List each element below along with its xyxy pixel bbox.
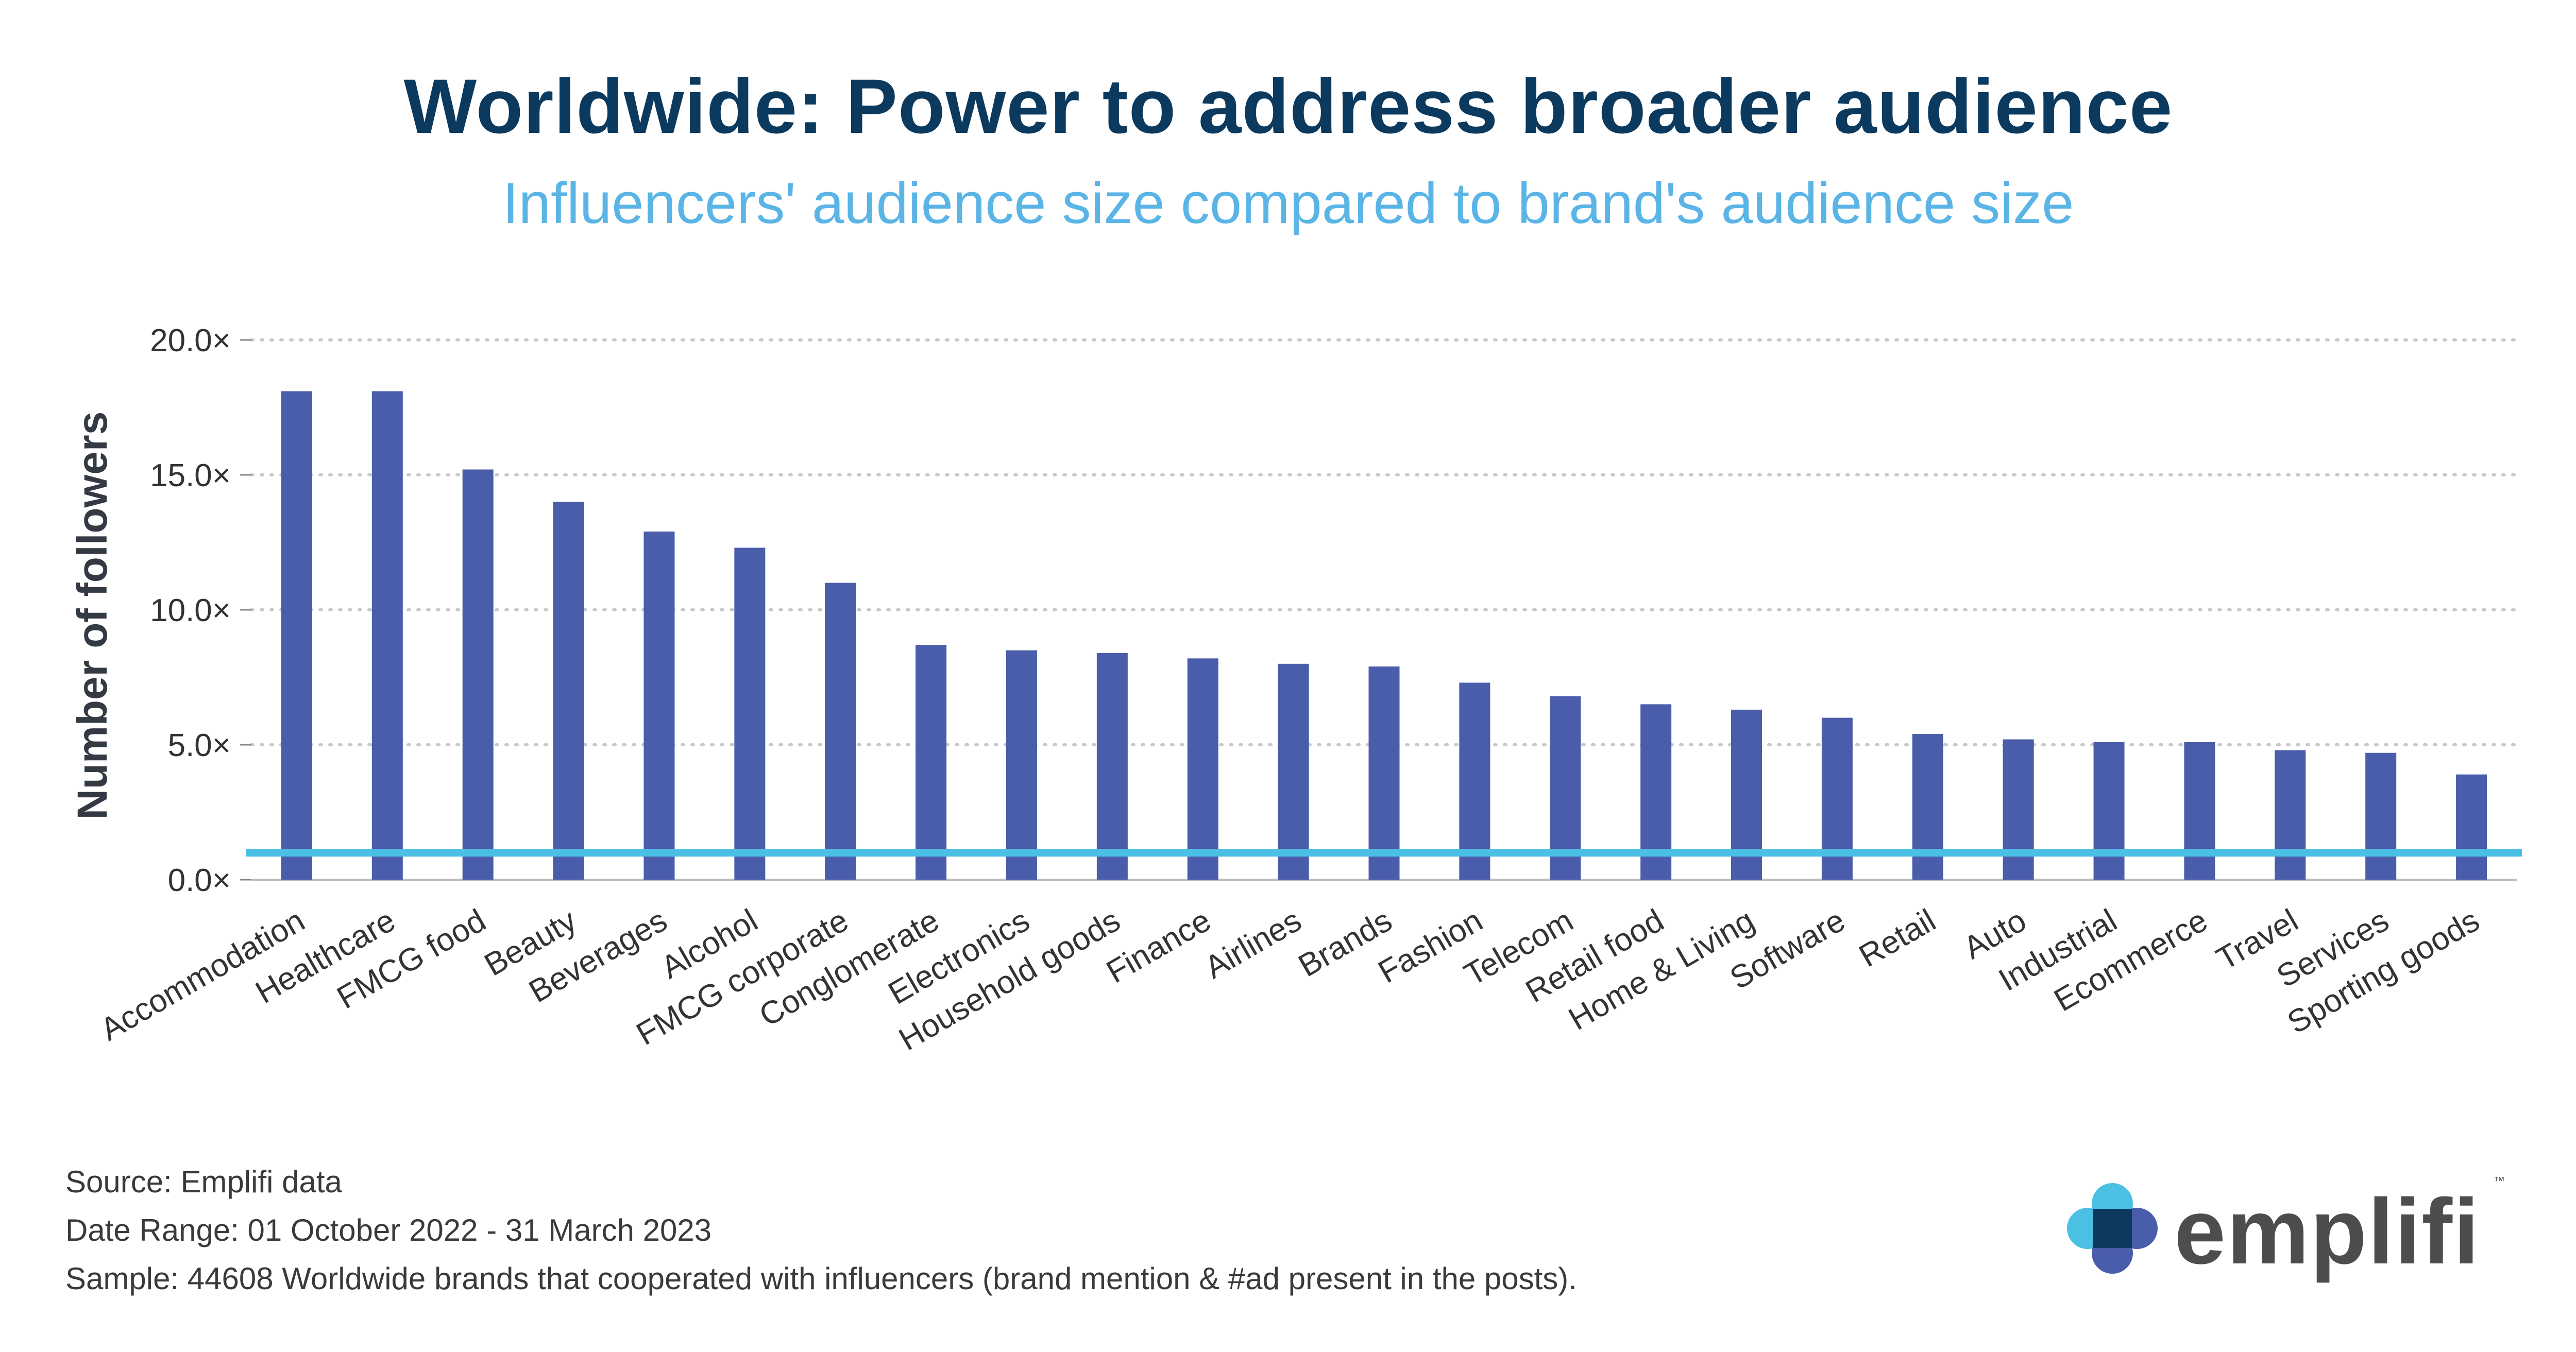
x-tick-label: Finance: [1100, 902, 1217, 990]
y-tick-label: 0.0×: [168, 863, 231, 898]
logo-wordmark: emplifi: [2174, 1180, 2481, 1283]
bar-retail: [1912, 734, 1943, 880]
bar-accommodation: [281, 391, 312, 880]
bar-sporting-goods: [2456, 774, 2487, 880]
x-tick-label: Airlines: [1199, 902, 1308, 985]
chart-subtitle: Influencers' audience size compared to b…: [502, 171, 2074, 235]
emplifi-logo: emplifi ™: [2061, 1169, 2524, 1288]
bar-healthcare: [371, 391, 403, 880]
bar-finance: [1187, 658, 1218, 880]
bar-brands: [1368, 666, 1400, 880]
source-note: Source: Emplifi data: [65, 1165, 342, 1199]
y-tick-label: 5.0×: [168, 728, 231, 763]
bar-electronics: [1006, 650, 1037, 880]
bar-fashion: [1459, 682, 1490, 880]
y-tick-label: 15.0×: [150, 458, 231, 493]
bar-travel: [2275, 750, 2306, 880]
bar-industrial: [2093, 742, 2125, 880]
sample-note: Sample: 44608 Worldwide brands that coop…: [65, 1261, 1577, 1296]
chart-title: Worldwide: Power to address broader audi…: [403, 63, 2173, 149]
bar-fmcg-corporate: [825, 583, 856, 880]
y-tick-label: 20.0×: [150, 323, 231, 358]
bar-alcohol: [734, 547, 766, 880]
bar-beverages: [643, 532, 675, 880]
bar-conglomerate: [916, 645, 947, 880]
logo-trademark: ™: [2494, 1174, 2505, 1187]
x-tick-label: Retail: [1853, 902, 1942, 974]
bar-household-goods: [1096, 653, 1128, 880]
bar-ecommerce: [2184, 742, 2215, 880]
emplifi-logo-mark-icon: [2067, 1183, 2158, 1274]
bar-airlines: [1278, 663, 1309, 880]
date-range-note: Date Range: 01 October 2022 - 31 March 2…: [65, 1213, 712, 1247]
bar-services: [2365, 752, 2397, 880]
bar-fmcg-food: [462, 469, 494, 880]
footnotes: Source: Emplifi data Date Range: 01 Octo…: [65, 1158, 1577, 1303]
bar-beauty: [553, 502, 584, 880]
bar-auto: [2003, 739, 2034, 880]
y-tick-label: 10.0×: [150, 593, 231, 628]
